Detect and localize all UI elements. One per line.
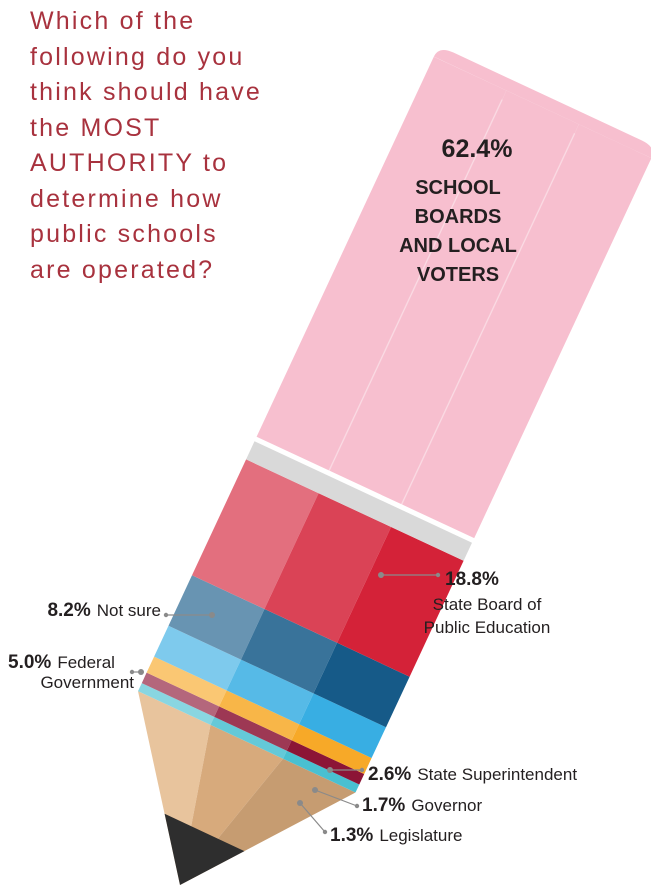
- pct-label: 18.8%: [445, 569, 499, 590]
- callouts: 62.4% SCHOOL BOARDS AND LOCAL VOTERS 18.8% Sta…: [8, 135, 577, 846]
- leader-dot: [359, 767, 365, 773]
- leader-dot: [312, 787, 318, 793]
- callout-not-sure: 8.2% Not sure: [47, 600, 215, 621]
- category-label: State Board of: [433, 595, 542, 614]
- label-line: 1.3% Legislature: [330, 825, 462, 846]
- callout-governor: 1.7% Governor: [312, 787, 483, 816]
- pct-label: 2.6%: [368, 764, 411, 785]
- question-line: are operated?: [30, 255, 215, 284]
- bar-segment-school-boards-and-local-voters: [329, 90, 579, 505]
- bar-segment-legislature: [283, 750, 360, 793]
- label-line: 2.6% State Superintendent: [368, 764, 577, 785]
- bar-segment-school-boards-and-local-voters: [256, 56, 507, 471]
- bar-segment-state-board-of-public-education: [264, 493, 392, 643]
- pct-label: 1.7%: [362, 795, 405, 816]
- question-line: AUTHORITY to: [30, 149, 229, 177]
- category-label: VOTERS: [417, 264, 499, 286]
- bar-segment-not-sure: [168, 575, 265, 660]
- bar-segment-state-superintendent: [219, 690, 300, 741]
- leader-dot: [378, 572, 384, 578]
- label-line: 8.2% Not sure: [47, 600, 161, 621]
- category-label: Governor: [411, 796, 482, 815]
- question-text: Which of the following do you think shou…: [30, 4, 300, 288]
- question-line: think should have: [30, 78, 262, 106]
- bar-segment-not-sure: [241, 609, 338, 694]
- question-line: determine how: [30, 184, 223, 213]
- leader-dot: [322, 829, 328, 835]
- leader-dot: [138, 669, 144, 675]
- leader-dot: [129, 669, 135, 675]
- bar-segment-state-superintendent: [291, 724, 372, 774]
- pencil-bar: [138, 49, 651, 885]
- facet-line: [400, 133, 576, 505]
- pencil-lead: [164, 813, 245, 885]
- bar-segment-governor: [141, 672, 220, 717]
- category-label: SCHOOL: [415, 177, 501, 199]
- bar-segment-state-board-of-public-education: [192, 459, 319, 609]
- leader-dot: [354, 803, 360, 809]
- category-label: Federal: [57, 653, 115, 672]
- question-line: Which of the: [30, 7, 196, 35]
- pct-label: 5.0%: [8, 652, 51, 673]
- category-label: BOARDS: [415, 206, 502, 228]
- category-label: State Superintendent: [417, 765, 577, 784]
- bar-segment-legislature: [138, 683, 215, 725]
- bar-segment-federal-government: [154, 625, 241, 691]
- callout-state-superintendent: 2.6% State Superintendent: [327, 764, 577, 785]
- category-label: Public Education: [424, 618, 551, 637]
- leader-dot: [297, 800, 303, 806]
- bar-segment-governor: [286, 740, 365, 785]
- leader-dot: [209, 612, 215, 618]
- leader-dot: [163, 612, 169, 618]
- bar-segment-not-sure: [313, 642, 410, 728]
- pencil-wood: [138, 691, 211, 885]
- facet-line: [328, 99, 503, 471]
- bar-segment-legislature: [210, 716, 287, 759]
- category-label: AND LOCAL: [399, 235, 517, 257]
- question-line: the MOST: [30, 113, 162, 142]
- leader-line: [299, 802, 326, 833]
- pct-label: 62.4%: [442, 135, 513, 163]
- pct-label: 8.2%: [47, 600, 90, 621]
- bar-segment-school-boards-and-local-voters: [401, 124, 651, 539]
- pct-label: 1.3%: [330, 825, 373, 846]
- label-school-boards-and-local-voters: 62.4% SCHOOL BOARDS AND LOCAL VOTERS: [399, 135, 517, 286]
- bar-segment-state-board-of-public-education: [337, 527, 464, 677]
- bar-segment-federal-government: [299, 693, 386, 758]
- leader-dot: [327, 767, 333, 773]
- bar-segment-governor: [214, 706, 292, 751]
- question-line: public schools: [30, 220, 218, 248]
- category-label: Legislature: [379, 826, 462, 845]
- pencil-eraser-cap: [433, 49, 651, 158]
- leader-line: [314, 789, 358, 807]
- question-line: following do you: [30, 42, 245, 71]
- label-line: 5.0% Federal: [8, 652, 115, 673]
- callout-legislature: 1.3% Legislature: [297, 800, 462, 846]
- pencil-separator: [246, 441, 472, 561]
- label-line: 1.7% Governor: [362, 795, 483, 816]
- bar-segment-state-superintendent: [146, 656, 227, 707]
- callout-state-board-of-public-education: 18.8% State Board of Public Education: [378, 569, 550, 637]
- bar-segment-federal-government: [226, 659, 314, 725]
- category-label: Government: [40, 673, 134, 692]
- leader-dot: [435, 572, 441, 578]
- category-label: Not sure: [97, 601, 161, 620]
